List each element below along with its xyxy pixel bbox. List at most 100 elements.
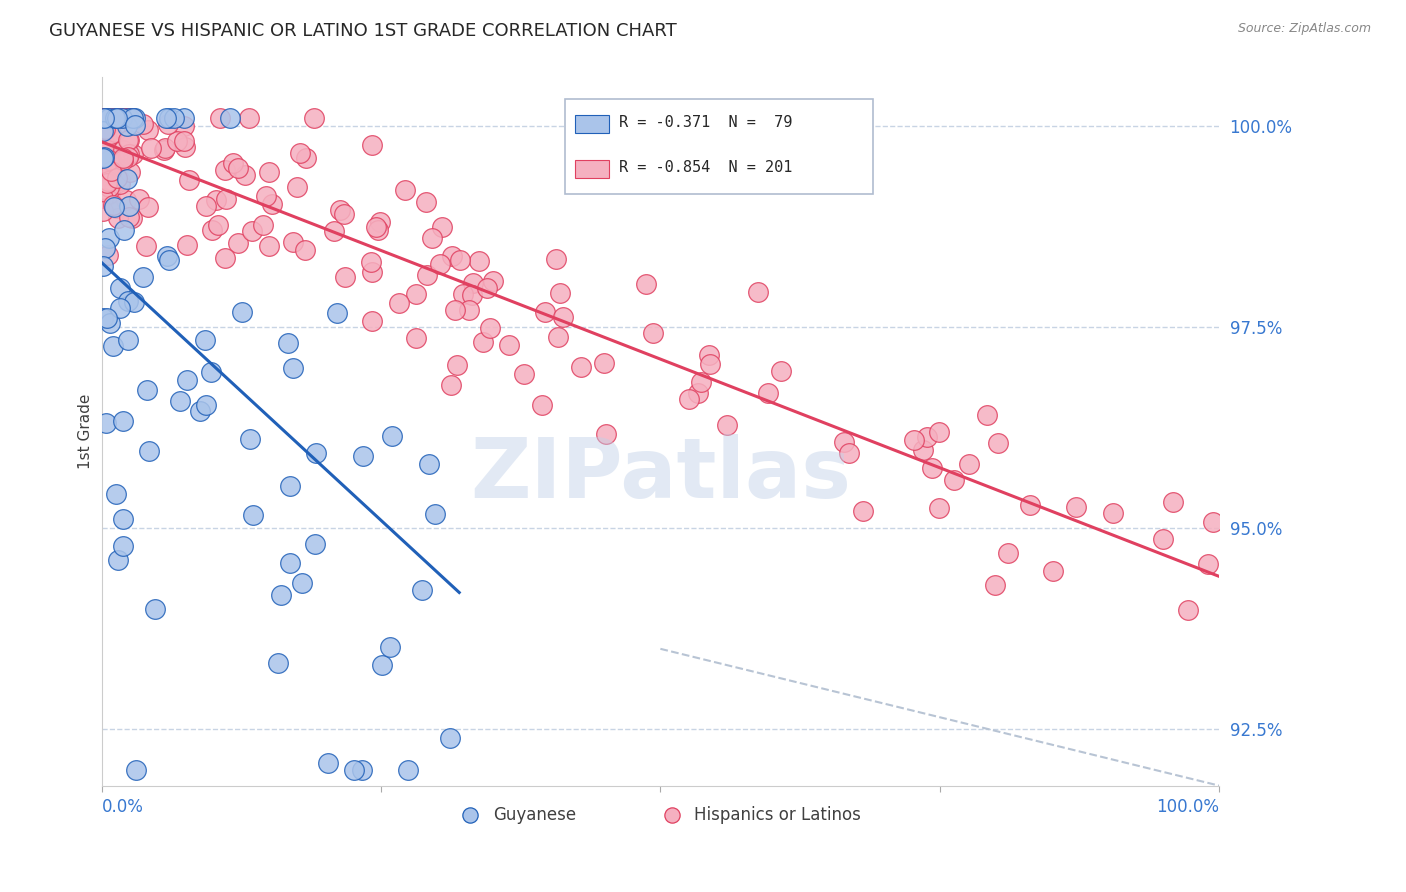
Point xyxy=(943,473,966,487)
Point xyxy=(288,146,311,161)
Point xyxy=(643,326,665,340)
Point xyxy=(176,238,198,252)
Point xyxy=(96,111,118,125)
Point xyxy=(928,425,950,440)
Point xyxy=(194,199,217,213)
Point xyxy=(97,162,120,177)
Point xyxy=(440,248,463,262)
Point xyxy=(96,176,118,190)
Point xyxy=(163,111,186,125)
Point xyxy=(173,134,195,148)
Point xyxy=(96,184,118,198)
Text: 0.0%: 0.0% xyxy=(101,798,143,816)
Point xyxy=(93,133,115,147)
Point xyxy=(475,281,498,295)
Point xyxy=(569,360,592,375)
Point xyxy=(117,133,139,147)
Point xyxy=(166,134,188,148)
Point xyxy=(1102,506,1125,520)
Point xyxy=(91,182,114,196)
Point xyxy=(1197,557,1219,571)
Point xyxy=(108,111,131,125)
Point xyxy=(98,111,121,125)
Point xyxy=(917,430,939,444)
Point xyxy=(997,546,1019,560)
Text: Hispanics or Latinos: Hispanics or Latinos xyxy=(695,806,860,824)
Point xyxy=(278,556,301,570)
Point xyxy=(678,392,700,406)
Point xyxy=(94,241,117,255)
Point xyxy=(115,172,138,186)
Point xyxy=(169,393,191,408)
Point xyxy=(254,189,277,203)
Point xyxy=(444,302,467,317)
Point xyxy=(94,135,117,149)
Point xyxy=(156,249,179,263)
Point xyxy=(231,305,253,319)
Point xyxy=(361,265,384,279)
Y-axis label: 1st Grade: 1st Grade xyxy=(79,394,93,469)
Point xyxy=(415,195,437,210)
Point xyxy=(1019,498,1042,512)
Point xyxy=(94,416,117,430)
Point xyxy=(104,111,127,125)
Point xyxy=(1177,602,1199,616)
Point xyxy=(91,111,114,125)
Point xyxy=(361,314,384,328)
Point xyxy=(593,356,616,370)
Point xyxy=(100,111,122,125)
Point xyxy=(832,435,855,450)
Point xyxy=(976,408,998,422)
Point xyxy=(96,311,118,326)
Point xyxy=(120,164,142,178)
Point xyxy=(112,223,135,237)
Point xyxy=(481,274,503,288)
Point xyxy=(108,173,131,187)
Point xyxy=(91,123,114,137)
Point xyxy=(218,111,240,125)
Point xyxy=(193,333,215,347)
Point xyxy=(756,386,779,401)
Point xyxy=(93,122,115,136)
FancyBboxPatch shape xyxy=(575,115,609,134)
Point xyxy=(378,640,401,654)
Point xyxy=(94,111,117,125)
Point xyxy=(238,111,260,125)
Point xyxy=(118,111,141,125)
Point xyxy=(96,131,118,145)
Point xyxy=(350,763,373,777)
Point xyxy=(125,763,148,777)
Point xyxy=(333,270,356,285)
Text: Source: ZipAtlas.com: Source: ZipAtlas.com xyxy=(1237,22,1371,36)
Point xyxy=(747,285,769,300)
Point xyxy=(173,120,195,134)
Point xyxy=(94,154,117,169)
Text: R = -0.371  N =  79: R = -0.371 N = 79 xyxy=(619,115,793,130)
Point xyxy=(278,478,301,492)
Point xyxy=(472,334,495,349)
Point xyxy=(112,539,135,553)
Point xyxy=(179,173,201,187)
Point xyxy=(104,487,127,501)
Point xyxy=(699,357,721,371)
Point xyxy=(716,418,738,433)
Point xyxy=(104,111,127,125)
Point xyxy=(333,207,356,221)
Point xyxy=(214,252,236,266)
Point xyxy=(467,254,489,268)
Point xyxy=(91,111,114,125)
Point xyxy=(93,136,115,150)
Point xyxy=(94,111,117,125)
Point xyxy=(343,763,366,777)
Point xyxy=(115,111,138,125)
Point xyxy=(97,247,120,261)
Point xyxy=(388,296,411,310)
Point xyxy=(135,239,157,253)
Point xyxy=(93,150,115,164)
Point xyxy=(239,432,262,446)
Point xyxy=(107,111,129,125)
Point xyxy=(117,120,139,134)
Text: GUYANESE VS HISPANIC OR LATINO 1ST GRADE CORRELATION CHART: GUYANESE VS HISPANIC OR LATINO 1ST GRADE… xyxy=(49,22,676,40)
Point xyxy=(302,111,325,125)
Point xyxy=(94,124,117,138)
